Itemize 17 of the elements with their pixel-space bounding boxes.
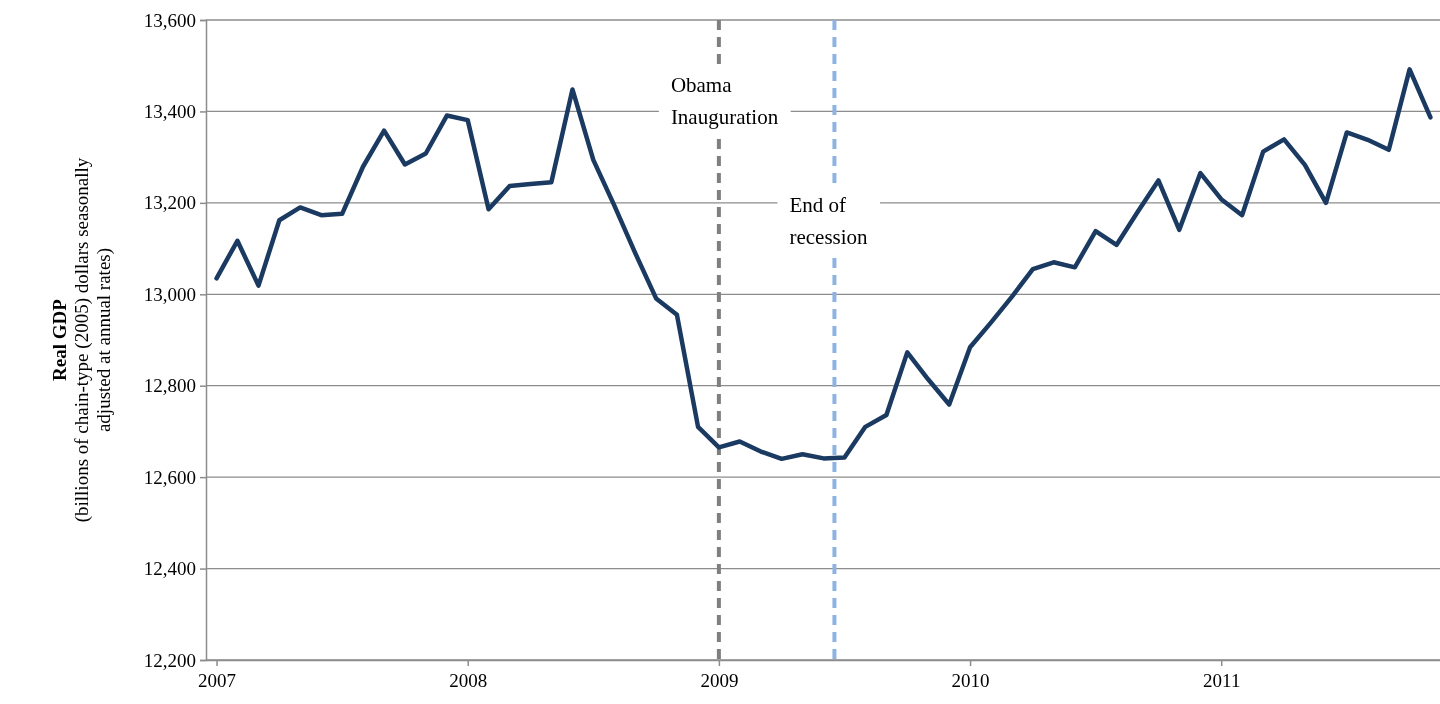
y-tick-label: 12,600 bbox=[143, 466, 196, 488]
y-axis-title: Real GDP (billions of chain-type (2005) dollars seasonally adjusted at annual rates) bbox=[49, 157, 115, 523]
x-tick-label: 2007 bbox=[198, 670, 237, 692]
y-tick-label: 13,600 bbox=[143, 9, 196, 31]
y-tick-label: 13,400 bbox=[143, 101, 196, 123]
y-tick-label: 12,400 bbox=[143, 558, 196, 580]
y-tick-label: 13,000 bbox=[143, 283, 196, 305]
y-tick-label: 12,800 bbox=[143, 375, 196, 397]
ref-line-label: End of recession bbox=[789, 193, 869, 249]
x-tick-label: 2011 bbox=[1203, 670, 1241, 692]
line-series bbox=[214, 67, 1433, 462]
x-tick-label: 2008 bbox=[449, 670, 488, 692]
x-tick-label: 2009 bbox=[700, 670, 739, 692]
y-tick-label: 13,200 bbox=[143, 192, 196, 214]
ref-line-label: Obama Inauguration bbox=[670, 73, 779, 129]
x-tick-label: 2010 bbox=[951, 670, 990, 692]
y-tick-label: 12,200 bbox=[143, 649, 196, 671]
